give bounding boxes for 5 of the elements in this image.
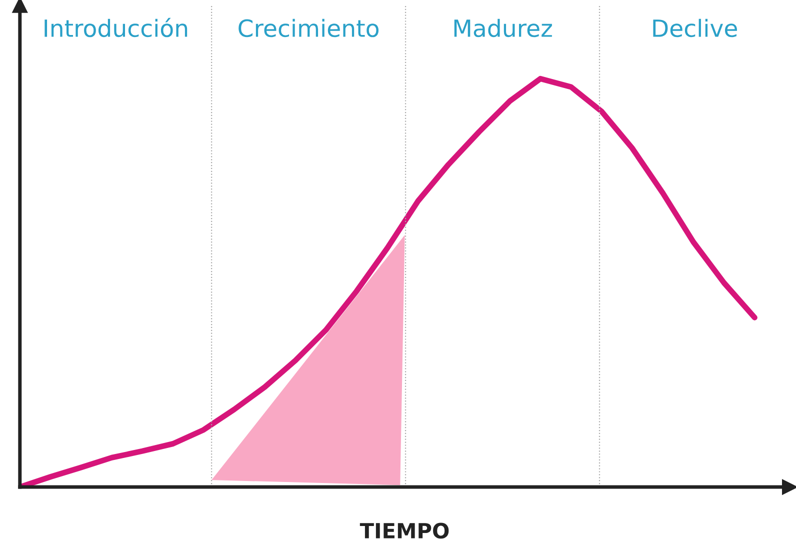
text: Introducción xyxy=(44,18,188,38)
text: Crecimiento xyxy=(238,18,378,38)
text: Madurez xyxy=(454,18,552,38)
x-axis-title: TIEMPO xyxy=(360,522,449,539)
text: Declive xyxy=(653,18,737,38)
